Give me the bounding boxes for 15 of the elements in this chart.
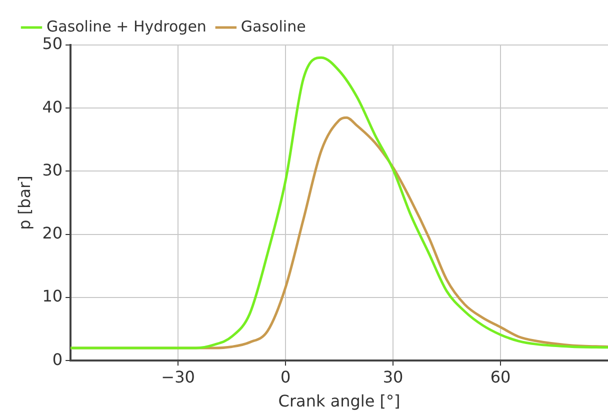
- x-tick-label: 30: [382, 367, 404, 386]
- x-tick-label: −30: [161, 367, 195, 386]
- y-tick-label: 40: [42, 97, 63, 116]
- y-axis-title: p [bar]: [14, 176, 34, 230]
- y-tick-label: 10: [42, 286, 63, 306]
- x-tick-label: 60: [490, 367, 511, 386]
- x-axis-title: Crank angle [°]: [278, 392, 400, 411]
- y-tick-label: 30: [42, 160, 63, 180]
- y-tick-label: 50: [42, 34, 63, 54]
- y-tick-label: 20: [42, 224, 63, 243]
- x-tick-label: 0: [280, 367, 291, 386]
- legend-label: Gasoline + Hydrogen: [46, 17, 206, 36]
- legend-label: Gasoline: [240, 17, 306, 36]
- line-series: [70, 56, 608, 350]
- y-tick-label: 0: [52, 350, 63, 369]
